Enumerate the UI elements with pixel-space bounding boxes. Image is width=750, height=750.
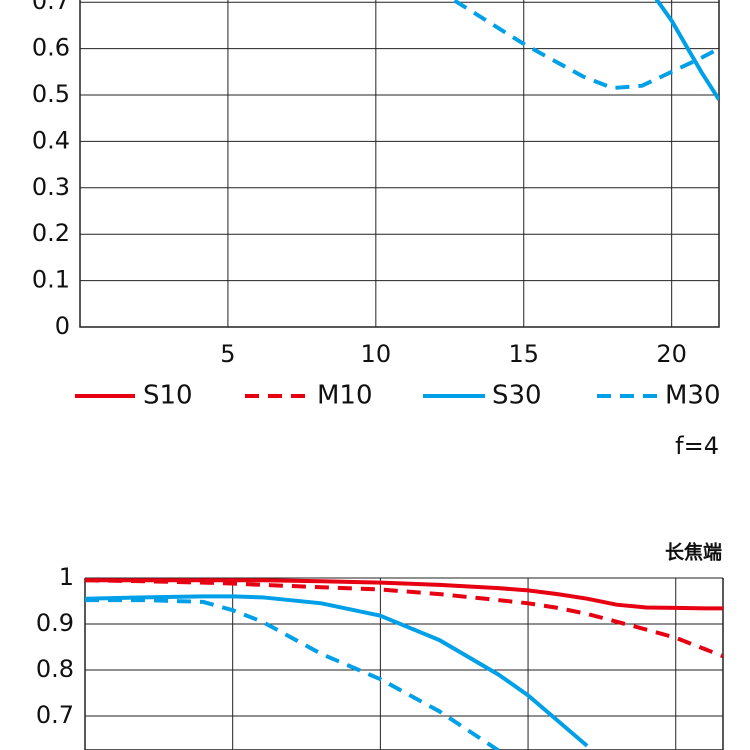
series-line	[654, 0, 719, 101]
y-tick-label: 0.9	[36, 609, 74, 637]
y-tick-label: 0.2	[32, 219, 70, 247]
y-tick-label: 0.7	[32, 0, 70, 15]
x-tick-label: 5	[220, 340, 235, 368]
legend-label: S10	[143, 381, 193, 411]
series-line	[85, 598, 500, 750]
y-tick-label: 0.4	[32, 126, 70, 154]
x-tick-label: 10	[361, 340, 392, 368]
legend-label: M10	[317, 381, 373, 411]
legend-label: M30	[665, 381, 721, 411]
y-tick-label: 1	[59, 563, 74, 591]
annotation: f=4	[675, 432, 719, 460]
y-tick-label: 0.6	[32, 34, 70, 62]
y-tick-label: 0.3	[32, 173, 70, 201]
series-line	[85, 578, 723, 659]
y-tick-label: 0	[55, 312, 70, 340]
plot-area	[449, 0, 719, 101]
plot-area	[85, 578, 723, 750]
plot-frame	[79, 0, 720, 328]
x-tick-label: 20	[656, 340, 687, 368]
y-tick-label: 0.8	[36, 655, 74, 683]
series-line	[85, 578, 723, 611]
series-line	[449, 0, 719, 91]
series-line	[85, 594, 589, 748]
y-tick-label: 0.1	[32, 266, 70, 294]
chart: 0 0.1 0.2 0.3 0.4 0.5 0.6 0.7 5 10 15 20 S10 M10 S30 M3…	[32, 0, 721, 460]
y-tick-label: 0.7	[36, 701, 74, 729]
plot-frame	[84, 578, 724, 750]
chart: 0.7 0.8 0.9 1 长焦端	[36, 541, 724, 750]
y-tick-label: 0.5	[32, 80, 70, 108]
x-tick-label: 15	[508, 340, 539, 368]
legend-label: S30	[492, 381, 542, 411]
chart-title: 长焦端	[665, 541, 722, 564]
